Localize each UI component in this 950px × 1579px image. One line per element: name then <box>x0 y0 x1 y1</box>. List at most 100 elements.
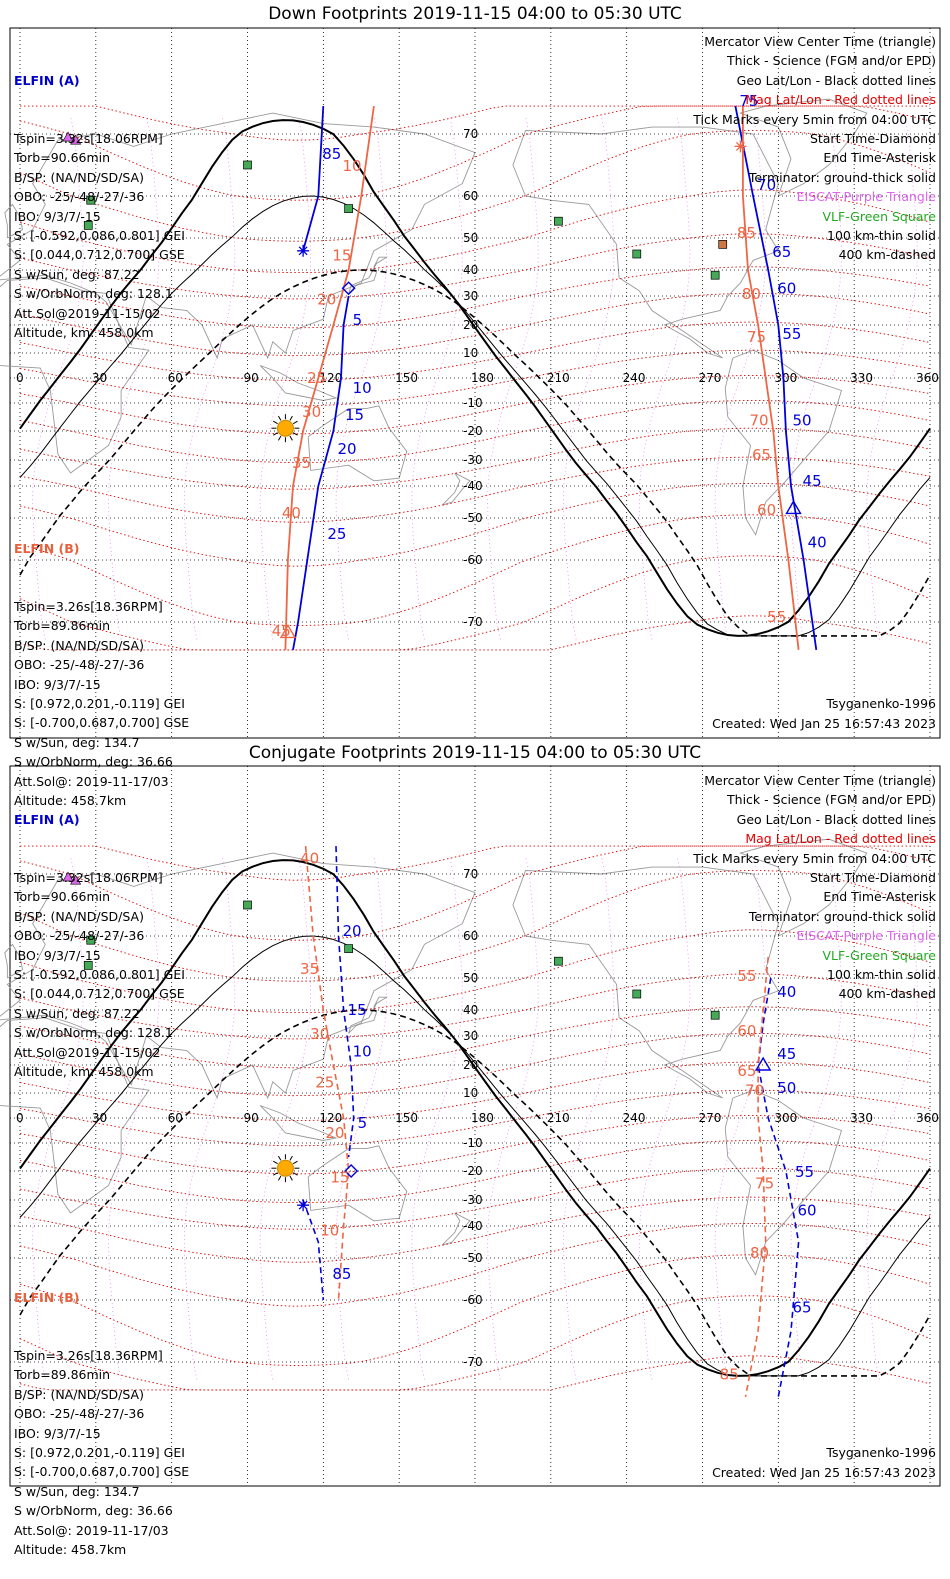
elfin-b-info-line: S w/OrbNorm, deg: 36.66 <box>14 754 173 770</box>
lat-tick-label: -40 <box>463 1219 483 1233</box>
vlf-square <box>710 270 720 280</box>
vlf-square <box>710 1010 720 1020</box>
elfin-b-info-line: B/SP: (NA/ND/SD/SA) <box>14 1386 144 1402</box>
elfin-b-tick-label: 70 <box>745 1082 764 1100</box>
elfin-a-tick-label: 60 <box>777 279 796 297</box>
elfin-a-info-line: S: [-0.592,0.086,0.801] GEI <box>14 967 185 983</box>
mag-lon-line <box>638 856 691 1380</box>
lon-tick-label: 270 <box>699 371 722 385</box>
elfin-a-info-line: Tspin=3.32s[18.06RPM] <box>14 131 163 147</box>
sun-ray <box>273 432 278 436</box>
panel-title-down: Down Footprints 2019-11-15 04:00 to 05:3… <box>268 4 682 24</box>
elfin-b-tick-label: 20 <box>317 291 336 309</box>
lon-tick-label: 60 <box>168 1111 183 1125</box>
vlf-square <box>83 961 93 970</box>
elfin-b-info-line: OBO: -25/-48/-27/-36 <box>14 1406 145 1422</box>
elfin-b-track <box>744 956 769 1398</box>
axis-ticks: 0 30 60 90 120 150 180 210 240 270 300 330 360 70 60 50… <box>16 867 939 1369</box>
elfin-b-info-line: S w/Sun, deg: 134.7 <box>14 1483 140 1499</box>
coastline <box>441 1212 471 1246</box>
elfin-a-tick-label: 40 <box>777 983 796 1001</box>
end-asterisk <box>297 244 310 257</box>
legend-entry: Geo Lat/Lon - Black dotted lines <box>736 72 936 88</box>
lat-tick-label: 70 <box>463 867 478 881</box>
lon-tick-label: 240 <box>623 1111 646 1125</box>
terminator-lines <box>19 119 931 637</box>
mag-lat-line <box>19 1089 931 1147</box>
elfin-a-info-down: ELFIN (A) Tspin=3.32s[18.06RPM] Torb=90.6… <box>14 32 185 362</box>
mag-lat-line <box>19 1140 931 1204</box>
elfin-a-tick-label: 20 <box>343 922 362 940</box>
elfin-b-info-line: S w/OrbNorm, deg: 36.66 <box>14 1503 173 1519</box>
elfin-a-info-line: B/SP: (NA/ND/SD/SA) <box>14 169 144 185</box>
elfin-b-header: ELFIN (B) <box>14 540 80 556</box>
elfin-b-info-line: Torb=89.86min <box>14 618 111 634</box>
elfin-a-tick-label: 5 <box>358 1114 368 1132</box>
lat-tick-label: -20 <box>463 424 483 438</box>
elfin-b-tick-label: 85 <box>737 224 756 242</box>
legend-entry: Tick Marks every 5min from 04:00 UTC <box>693 111 936 127</box>
coastline <box>0 277 150 474</box>
elfin-b-tick-label: 10 <box>320 1222 339 1240</box>
mag-lat-line <box>19 1032 931 1096</box>
mag-lat-line <box>19 870 931 982</box>
lon-tick-label: 60 <box>168 371 183 385</box>
sun-ray <box>273 1172 278 1176</box>
lat-tick-label: 40 <box>463 263 478 277</box>
start-diamond <box>344 1164 359 1178</box>
elfin-a-info-line: S: [0.044,0.712,0.700] GSE <box>14 247 185 263</box>
lon-tick-label: 0 <box>16 371 24 385</box>
legend-entry: VLF-Green Square <box>822 208 936 224</box>
elfin-b-info-line: OBO: -25/-48/-27/-36 <box>14 657 145 673</box>
elfin-b-tick-label: 75 <box>747 328 766 346</box>
lat-tick-label: 60 <box>463 929 478 943</box>
legend-entry: Start Time-Diamond <box>809 131 936 147</box>
coastline <box>348 256 389 294</box>
coastline <box>512 866 779 1099</box>
elfin-b-track <box>742 106 800 651</box>
sun-ray <box>277 435 282 441</box>
elfin-b-info-line: S: [0.972,0.201,-0.119] GEI <box>14 696 185 712</box>
mag-lon-line <box>32 116 84 640</box>
mag-lat-line <box>19 130 931 242</box>
lon-tick-label: 120 <box>319 1111 342 1125</box>
lon-tick-label: 300 <box>774 371 797 385</box>
elfin-b-info-line: Torb=89.86min <box>14 1367 111 1383</box>
vlf-stations <box>62 871 720 1020</box>
elfin-a-tick-label: 55 <box>795 1163 814 1181</box>
elfin-b-tick-label: 70 <box>749 411 768 429</box>
elfin-a-tick-label: 55 <box>782 325 801 343</box>
legend-entry: 100 km-thin solid <box>827 967 936 983</box>
elfin-a-tick-label: 60 <box>798 1202 817 1220</box>
elfin-a-track <box>734 105 818 651</box>
coastline <box>0 1017 150 1214</box>
coastline <box>738 98 868 197</box>
legend-entry: VLF-Green Square <box>822 947 936 963</box>
center-triangle <box>785 500 802 515</box>
mag-lon-line <box>563 856 615 1380</box>
mag-lat-line <box>19 615 931 651</box>
lon-tick-label: 360 <box>916 1111 939 1125</box>
sun-ray <box>289 435 293 441</box>
mag-lon-line <box>638 116 691 640</box>
elfin-b-info-line: Altitude: 458.7km <box>14 1542 127 1558</box>
elfin-b-tick-label: 40 <box>300 850 319 868</box>
elfin-a-info-line: S w/Sun, deg: 87.22 <box>14 266 140 282</box>
elfin-a-track <box>292 295 350 651</box>
sun-ray <box>289 415 293 421</box>
elfin-a-tick-label: 10 <box>353 1042 372 1060</box>
lon-tick-label: 210 <box>547 371 570 385</box>
elfin-a-tick-label: 25 <box>327 525 346 543</box>
elfin-a-tick-label: 15 <box>345 406 364 424</box>
sun-ray <box>292 432 298 436</box>
footer-created-conjugate: Created: Wed Jan 25 16:57:43 2023 <box>712 1465 936 1480</box>
elfin-b-info-line: IBO: 9/3/7/-15 <box>14 1425 101 1441</box>
vlf-square <box>243 900 252 910</box>
elfin-a-tick-label: 50 <box>777 1079 796 1097</box>
elfin-b-tick-label: 45 <box>272 622 291 640</box>
coastline <box>724 1089 843 1276</box>
mag-lon-line <box>411 856 463 1380</box>
lat-tick-label: 50 <box>463 971 478 985</box>
mag-lon-line <box>487 116 539 640</box>
elfin-a-info-line: Torb=90.66min <box>14 889 111 905</box>
